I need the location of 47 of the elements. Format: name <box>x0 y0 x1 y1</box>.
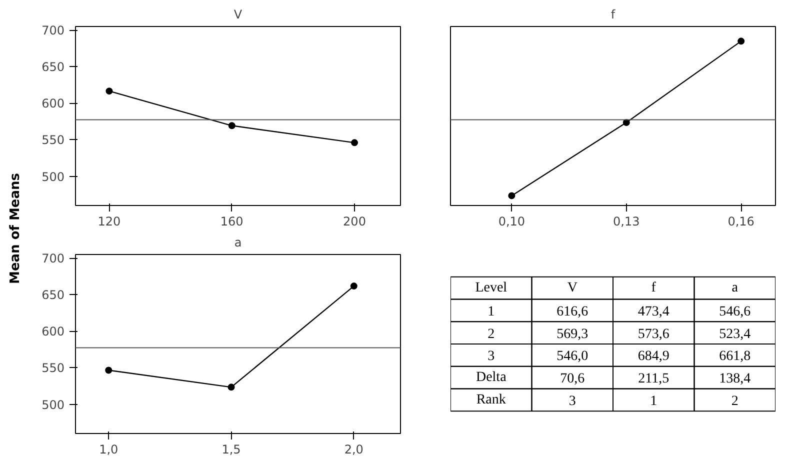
y-tick-label: 650 <box>42 60 64 74</box>
text: 2 <box>731 394 738 409</box>
text: 661,8 <box>719 349 751 364</box>
y-tick-label: 600 <box>42 96 64 111</box>
x-tick-label: 0,16 <box>728 214 754 228</box>
text: a <box>732 280 739 296</box>
x-tick-label: 2,0 <box>344 442 364 456</box>
text: 569,3 <box>556 326 588 342</box>
chart-title: a <box>234 236 242 250</box>
text: Level <box>475 280 508 296</box>
text: 546,6 <box>719 304 751 320</box>
chart-title: V <box>234 8 243 22</box>
y-tick-label: 550 <box>42 133 64 148</box>
chart-title: f <box>610 8 616 22</box>
text: 211,5 <box>638 372 670 387</box>
y-axis-title: Mean of Means <box>8 172 23 284</box>
x-tick-label: 0,13 <box>613 214 640 228</box>
text: V <box>567 280 578 296</box>
y-tick-label: 650 <box>42 288 64 302</box>
text: 473,4 <box>638 304 670 320</box>
x-tick-label: 120 <box>98 214 121 228</box>
text: 573,6 <box>638 326 670 342</box>
text: 3 <box>488 349 495 364</box>
y-tick-label: 500 <box>42 398 64 412</box>
y-tick-label: 700 <box>42 24 64 38</box>
text: 70,6 <box>560 372 585 387</box>
y-tick-label: 500 <box>42 170 64 184</box>
y-tick-label: 550 <box>42 361 64 376</box>
x-tick-label: 0,10 <box>498 214 526 228</box>
x-tick-label: 160 <box>220 214 244 228</box>
y-tick-label: 600 <box>42 324 64 339</box>
text: 138,4 <box>719 372 751 387</box>
x-tick-label: 1,0 <box>99 442 118 456</box>
text: Rank <box>476 392 506 408</box>
text: Delta <box>476 370 508 386</box>
text: 2 <box>488 326 495 342</box>
text: 1 <box>650 394 658 409</box>
x-tick-label: 1,5 <box>222 442 241 456</box>
text: 3 <box>568 394 576 409</box>
text: 684,9 <box>638 349 670 364</box>
text: 1 <box>488 304 495 320</box>
text: 616,6 <box>556 304 588 320</box>
text: 523,4 <box>719 326 751 342</box>
y-tick-label: 700 <box>42 252 64 266</box>
text: 546,0 <box>556 349 588 364</box>
x-tick-label: 200 <box>343 214 366 228</box>
text: f <box>651 280 656 296</box>
